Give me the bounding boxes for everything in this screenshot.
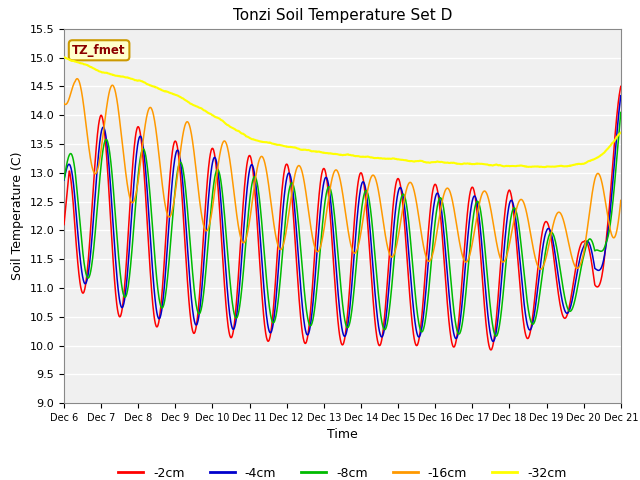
Title: Tonzi Soil Temperature Set D: Tonzi Soil Temperature Set D xyxy=(233,9,452,24)
Y-axis label: Soil Temperature (C): Soil Temperature (C) xyxy=(11,152,24,280)
X-axis label: Time: Time xyxy=(327,429,358,442)
Text: TZ_fmet: TZ_fmet xyxy=(72,44,126,57)
Legend: -2cm, -4cm, -8cm, -16cm, -32cm: -2cm, -4cm, -8cm, -16cm, -32cm xyxy=(113,462,572,480)
